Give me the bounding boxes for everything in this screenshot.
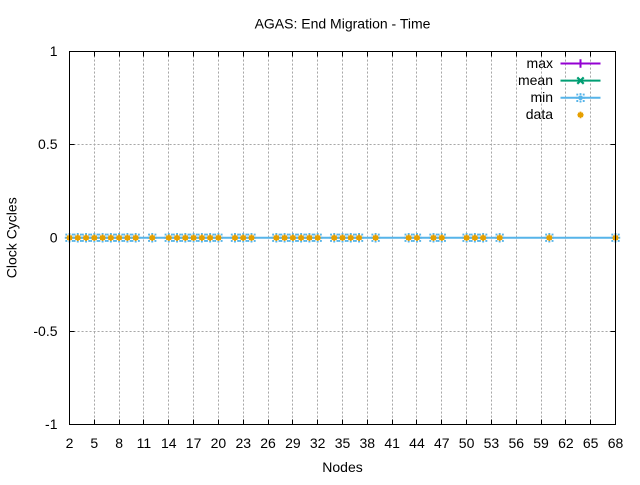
svg-text:20: 20 [211, 435, 227, 451]
svg-text:56: 56 [508, 435, 524, 451]
svg-text:17: 17 [186, 435, 202, 451]
svg-text:min: min [530, 89, 553, 105]
svg-text:-1: -1 [45, 416, 58, 432]
svg-text:59: 59 [533, 435, 549, 451]
svg-text:23: 23 [235, 435, 251, 451]
svg-text:68: 68 [608, 435, 624, 451]
svg-text:47: 47 [434, 435, 450, 451]
svg-text:8: 8 [115, 435, 123, 451]
svg-text:AGAS: End Migration - Time: AGAS: End Migration - Time [255, 16, 431, 32]
svg-text:1: 1 [50, 43, 58, 59]
svg-text:data: data [526, 106, 553, 122]
svg-text:5: 5 [90, 435, 98, 451]
svg-text:2: 2 [66, 435, 74, 451]
svg-text:mean: mean [518, 72, 553, 88]
svg-text:65: 65 [583, 435, 599, 451]
svg-text:35: 35 [335, 435, 351, 451]
svg-text:38: 38 [360, 435, 376, 451]
svg-text:41: 41 [384, 435, 400, 451]
svg-text:14: 14 [161, 435, 177, 451]
svg-text:Clock Cycles: Clock Cycles [4, 197, 20, 278]
svg-text:62: 62 [558, 435, 574, 451]
svg-text:Nodes: Nodes [322, 459, 362, 475]
svg-text:0: 0 [50, 229, 58, 245]
svg-text:0.5: 0.5 [38, 136, 58, 152]
svg-text:max: max [527, 55, 553, 71]
svg-text:50: 50 [459, 435, 475, 451]
svg-text:-0.5: -0.5 [33, 323, 57, 339]
svg-text:32: 32 [310, 435, 326, 451]
svg-text:11: 11 [137, 435, 152, 451]
svg-text:26: 26 [260, 435, 276, 451]
svg-text:44: 44 [409, 435, 425, 451]
svg-text:29: 29 [285, 435, 301, 451]
svg-text:53: 53 [484, 435, 500, 451]
